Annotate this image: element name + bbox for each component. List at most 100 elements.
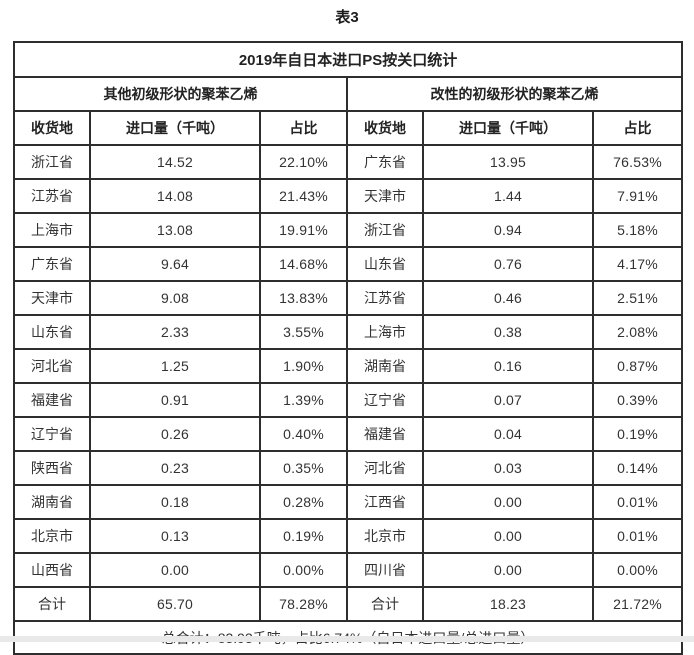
destination-cell-left: 湖南省 [13, 484, 91, 520]
import-volume-cell-left: 0.26 [89, 416, 261, 452]
bottom-strip [0, 636, 694, 642]
destination-cell-left: 河北省 [13, 348, 91, 384]
destination-cell-left: 天津市 [13, 280, 91, 316]
share-cell-right: 7.91% [591, 178, 684, 214]
share-cell-left: 13.83% [259, 280, 348, 316]
import-volume-cell-right: 0.00 [422, 484, 594, 520]
table-title: 2019年自日本进口PS按关口统计 [12, 41, 684, 78]
share-cell-right: 5.18% [591, 212, 684, 248]
share-cell-left: 1.39% [259, 382, 348, 418]
share-cell-left: 21.43% [259, 178, 348, 214]
share-cell-left: 0.19% [259, 518, 348, 554]
table-row: 北京市 0.13 0.19% 北京市 0.00 0.01% [13, 518, 684, 554]
import-volume-cell-right: 0.16 [422, 348, 594, 384]
import-volume-cell-right: 1.44 [422, 178, 594, 214]
destination-cell-right: 河北省 [346, 450, 424, 486]
table-row: 浙江省 14.52 22.10% 广东省 13.95 76.53% [13, 144, 684, 180]
table-row: 湖南省 0.18 0.28% 江西省 0.00 0.01% [13, 484, 684, 520]
table-row: 上海市 13.08 19.91% 浙江省 0.94 5.18% [13, 212, 684, 248]
table-row: 福建省 0.91 1.39% 辽宁省 0.07 0.39% [13, 382, 684, 418]
destination-cell-left: 浙江省 [13, 144, 91, 180]
total-row: 合计 65.70 78.28% 合计 18.23 21.72% [13, 586, 684, 622]
share-cell-right: 0.19% [591, 416, 684, 452]
table-row: 天津市 9.08 13.83% 江苏省 0.46 2.51% [13, 280, 684, 316]
import-volume-cell-right: 0.03 [422, 450, 594, 486]
destination-cell-left: 上海市 [13, 212, 91, 248]
total-label-cell-left: 合计 [13, 586, 91, 622]
destination-cell-left: 江苏省 [13, 178, 91, 214]
section-header-other-primary-ps: 其他初级形状的聚苯乙烯 [13, 76, 348, 112]
total-label-cell-right: 合计 [346, 586, 424, 622]
import-volume-cell-left: 9.64 [89, 246, 261, 282]
import-volume-cell-right: 18.23 [422, 586, 594, 622]
column-header-share-left: 占比 [259, 110, 348, 146]
import-volume-cell-left: 14.52 [89, 144, 261, 180]
share-cell-left: 0.28% [259, 484, 348, 520]
import-volume-cell-left: 14.08 [89, 178, 261, 214]
table-row: 山东省 2.33 3.55% 上海市 0.38 2.08% [13, 314, 684, 350]
share-cell-left: 0.35% [259, 450, 348, 486]
destination-cell-right: 广东省 [346, 144, 424, 180]
share-cell-right: 0.39% [591, 382, 684, 418]
table-row: 辽宁省 0.26 0.40% 福建省 0.04 0.19% [13, 416, 684, 452]
destination-cell-right: 上海市 [346, 314, 424, 350]
destination-cell-left: 山东省 [13, 314, 91, 350]
share-cell-right: 2.08% [591, 314, 684, 350]
share-cell-left: 0.40% [259, 416, 348, 452]
share-cell-right: 4.17% [591, 246, 684, 282]
destination-cell-left: 山西省 [13, 552, 91, 588]
import-volume-cell-right: 0.04 [422, 416, 594, 452]
table-body: 浙江省 14.52 22.10% 广东省 13.95 76.53% 江苏省 14.08 21.4… [13, 144, 684, 622]
destination-cell-right: 北京市 [346, 518, 424, 554]
import-volume-cell-left: 2.33 [89, 314, 261, 350]
share-cell-right: 21.72% [591, 586, 684, 622]
import-volume-cell-right: 0.76 [422, 246, 594, 282]
import-volume-cell-left: 65.70 [89, 586, 261, 622]
share-cell-left: 1.90% [259, 348, 348, 384]
share-cell-right: 0.01% [591, 518, 684, 554]
destination-cell-right: 福建省 [346, 416, 424, 452]
import-volume-cell-left: 0.23 [89, 450, 261, 486]
table-row: 河北省 1.25 1.90% 湖南省 0.16 0.87% [13, 348, 684, 384]
import-volume-cell-right: 0.00 [422, 552, 594, 588]
destination-cell-left: 北京市 [13, 518, 91, 554]
share-cell-right: 0.14% [591, 450, 684, 486]
share-cell-right: 2.51% [591, 280, 684, 316]
destination-cell-left: 福建省 [13, 382, 91, 418]
destination-cell-right: 山东省 [346, 246, 424, 282]
import-volume-cell-left: 1.25 [89, 348, 261, 384]
column-header-destination-left: 收货地 [13, 110, 91, 146]
destination-cell-right: 四川省 [346, 552, 424, 588]
share-cell-left: 3.55% [259, 314, 348, 350]
import-volume-cell-right: 0.07 [422, 382, 594, 418]
share-cell-right: 0.87% [591, 348, 684, 384]
destination-cell-right: 江西省 [346, 484, 424, 520]
destination-cell-right: 天津市 [346, 178, 424, 214]
table-title-row: 2019年自日本进口PS按关口统计 [12, 41, 684, 78]
import-volume-cell-right: 0.38 [422, 314, 594, 350]
share-cell-left: 0.00% [259, 552, 348, 588]
import-volume-cell-right: 0.46 [422, 280, 594, 316]
share-cell-left: 78.28% [259, 586, 348, 622]
destination-cell-left: 辽宁省 [13, 416, 91, 452]
destination-cell-left: 广东省 [13, 246, 91, 282]
import-volume-cell-left: 0.18 [89, 484, 261, 520]
import-volume-cell-left: 0.91 [89, 382, 261, 418]
share-cell-left: 19.91% [259, 212, 348, 248]
import-volume-cell-right: 13.95 [422, 144, 594, 180]
share-cell-right: 0.01% [591, 484, 684, 520]
import-volume-cell-left: 9.08 [89, 280, 261, 316]
page-title: 表3 [335, 9, 359, 26]
table-row: 广东省 9.64 14.68% 山东省 0.76 4.17% [13, 246, 684, 282]
share-cell-left: 22.10% [259, 144, 348, 180]
table-row: 山西省 0.00 0.00% 四川省 0.00 0.00% [13, 552, 684, 588]
column-header-row: 收货地 进口量（千吨） 占比 收货地 进口量（千吨） 占比 [13, 110, 684, 146]
import-volume-cell-left: 0.00 [89, 552, 261, 588]
column-header-volume-left: 进口量（千吨） [89, 110, 261, 146]
column-header-volume-right: 进口量（千吨） [422, 110, 594, 146]
column-header-share-right: 占比 [591, 110, 684, 146]
import-volume-cell-left: 13.08 [89, 212, 261, 248]
column-header-destination-right: 收货地 [346, 110, 424, 146]
destination-cell-right: 辽宁省 [346, 382, 424, 418]
destination-cell-right: 江苏省 [346, 280, 424, 316]
